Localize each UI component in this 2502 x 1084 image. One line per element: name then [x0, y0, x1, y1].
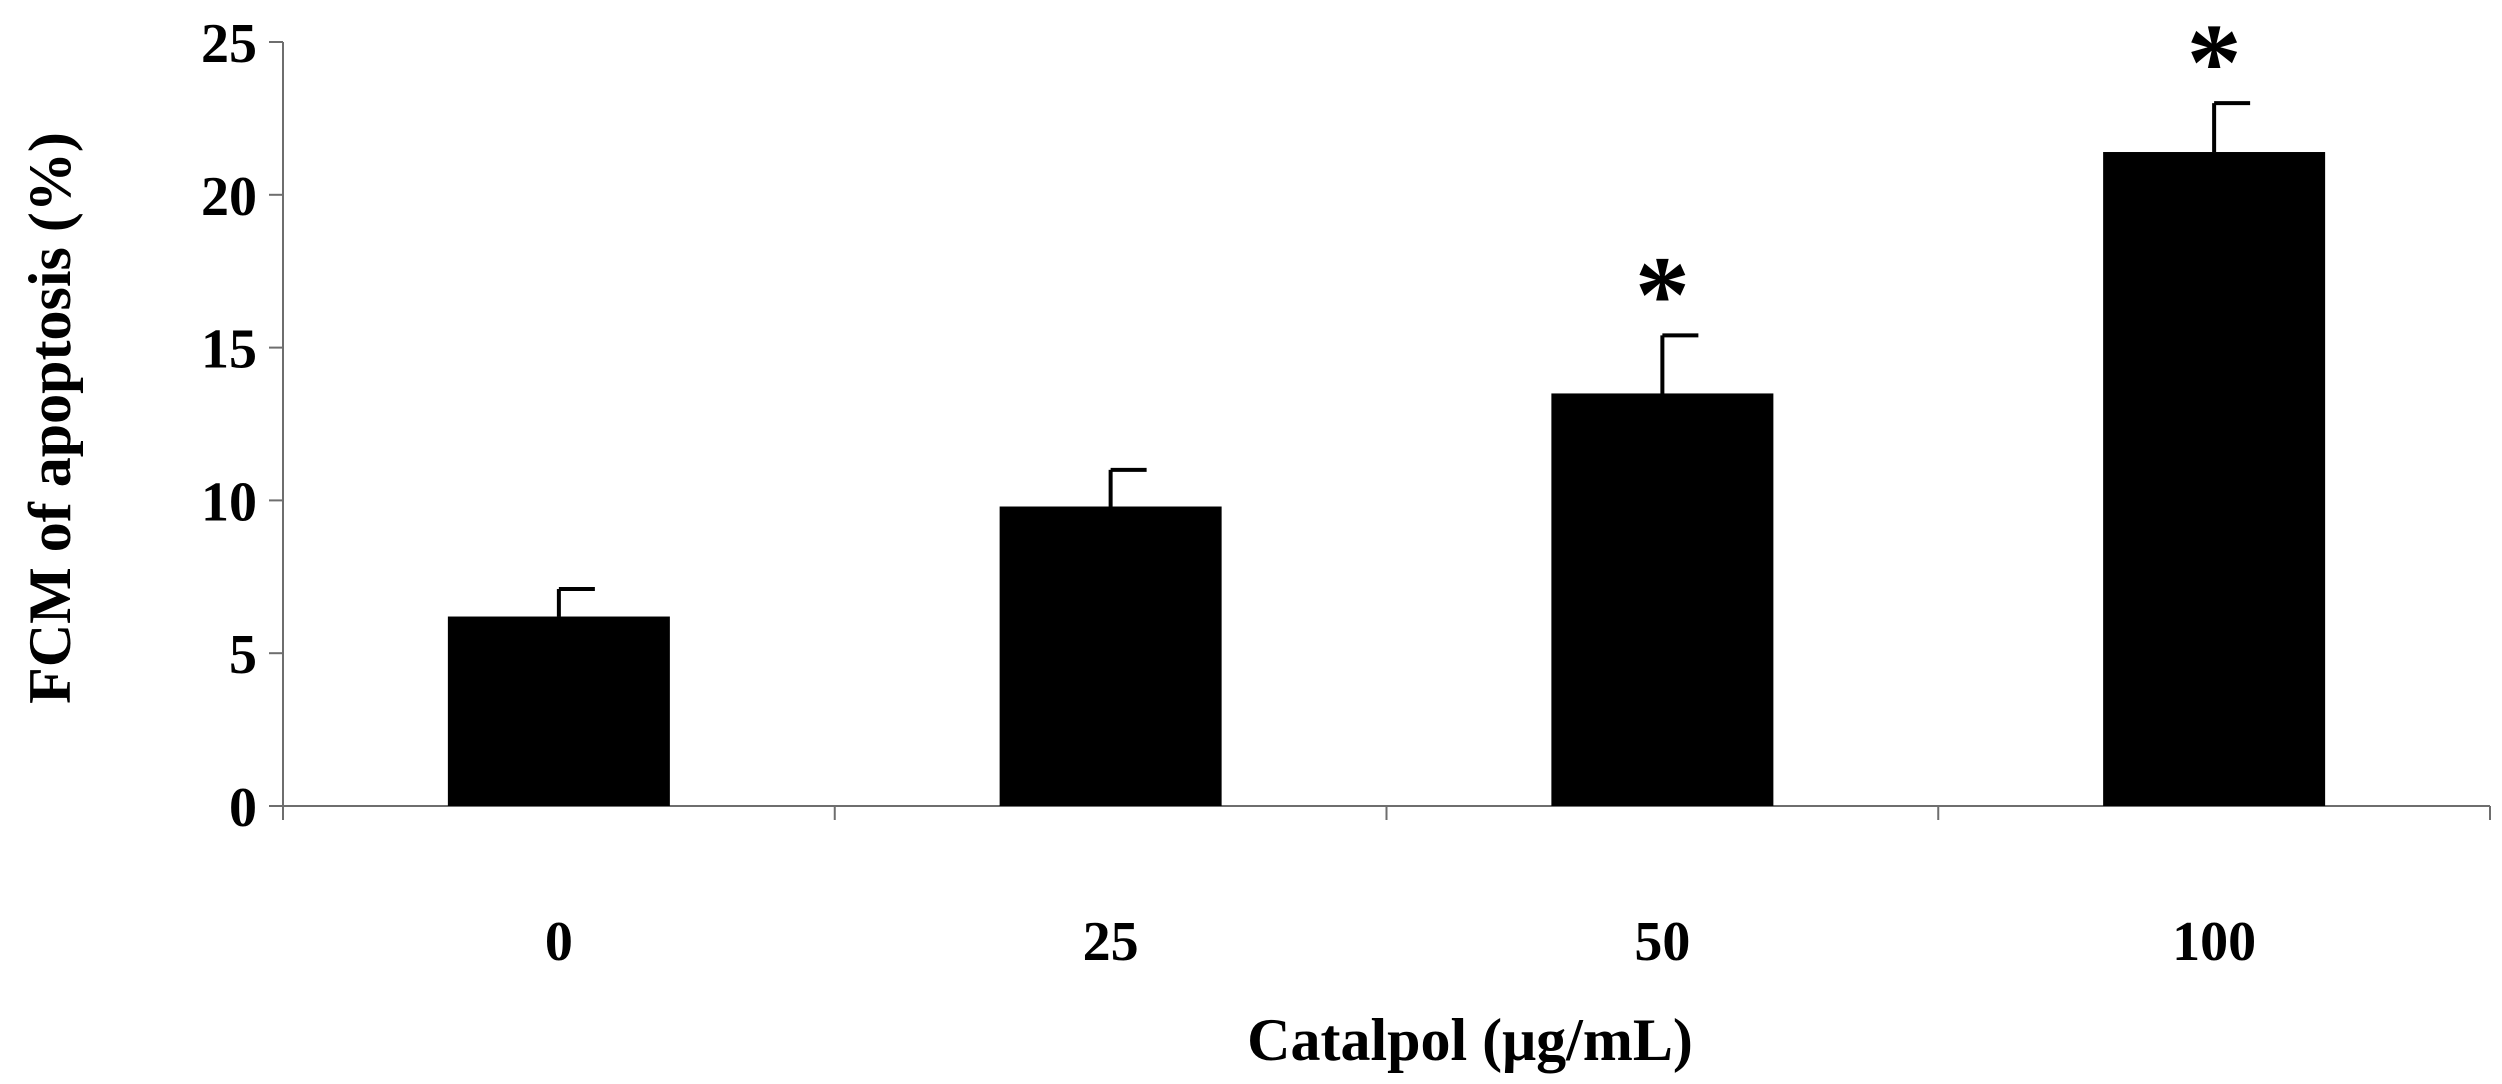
y-tick-label: 5: [229, 624, 257, 686]
bar: [2103, 152, 2326, 807]
x-category-label: 0: [545, 911, 573, 973]
y-tick-label: 15: [201, 319, 257, 381]
bar: [447, 616, 670, 806]
x-category-label: 100: [2172, 911, 2256, 973]
bar: [1551, 393, 1774, 806]
y-tick-label: 10: [201, 471, 257, 533]
significance-star: *: [2187, 1, 2242, 123]
significance-star: *: [1635, 233, 1690, 355]
y-tick-label: 20: [201, 166, 257, 228]
x-category-label: 50: [1634, 911, 1690, 973]
labels: 0 5 10 15 20 25 0 25 * 50 * 100: [201, 1, 2256, 973]
y-tick-label: 25: [201, 13, 257, 75]
x-category-label: 25: [1083, 911, 1139, 973]
bar: [999, 506, 1222, 806]
x-axis-title: Catalpol (μg/mL): [1247, 1007, 1693, 1073]
bars: [447, 101, 2326, 807]
y-axis-title: FCM of apoptosis (%): [17, 132, 83, 704]
y-tick-label: 0: [229, 777, 257, 839]
